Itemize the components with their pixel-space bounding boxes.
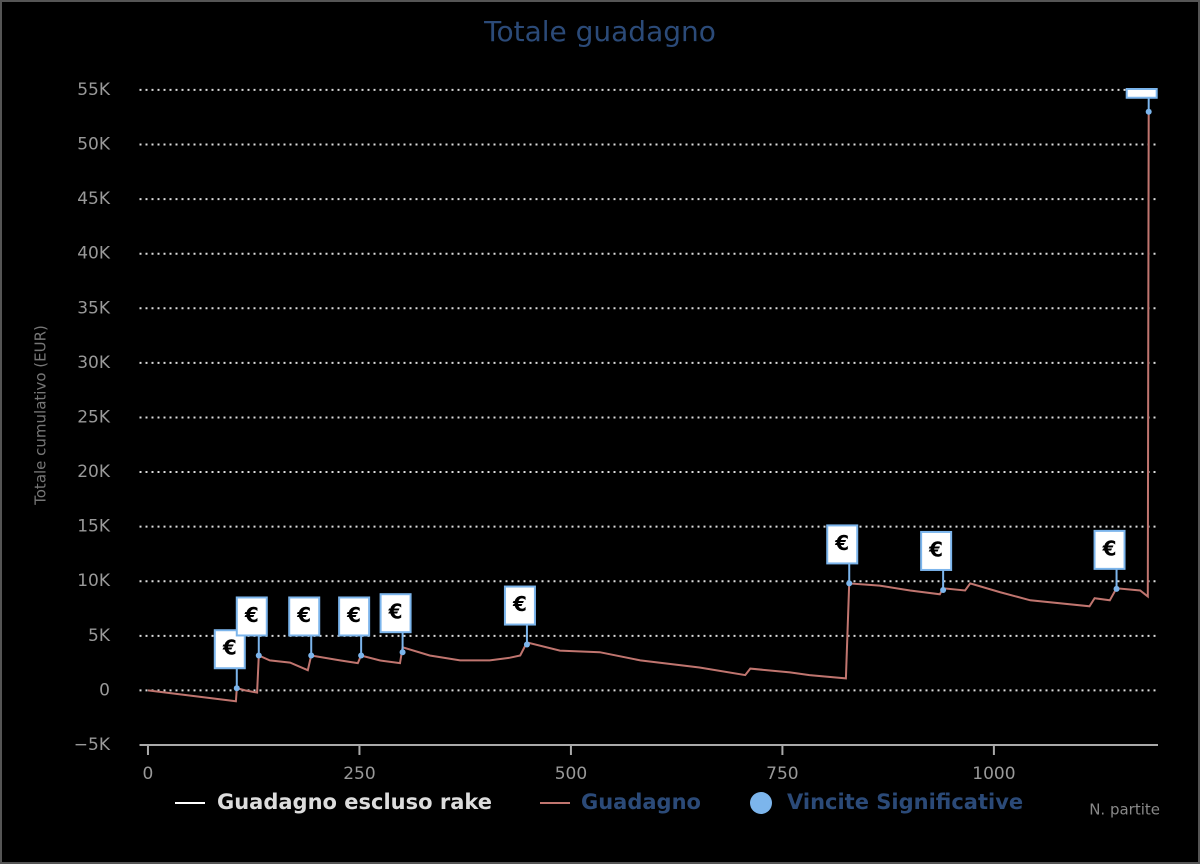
flag-text: € — [1102, 536, 1117, 560]
significant-win[interactable] — [1145, 108, 1152, 115]
y-tick-label: 45K — [77, 189, 111, 209]
flag-text: € — [222, 636, 237, 660]
flag-box — [235, 596, 268, 637]
flag-box — [1125, 88, 1158, 99]
x-tick-label: 750 — [766, 764, 798, 784]
y-tick-label: −5K — [74, 735, 111, 755]
y-tick-label: 55K — [77, 80, 111, 100]
series-line — [147, 110, 1150, 703]
legend-label[interactable]: Guadagno — [581, 790, 701, 814]
significant-win[interactable] — [1113, 585, 1120, 592]
flag-box — [338, 596, 371, 637]
significant-win[interactable] — [940, 586, 947, 593]
y-tick-label: 5K — [88, 626, 111, 646]
x-tick-label: 250 — [343, 764, 375, 784]
x-tick-label: 0 — [143, 764, 154, 784]
chart-title: Totale guadagno — [483, 15, 716, 48]
y-tick-label: 10K — [77, 571, 111, 591]
flag-text: € — [834, 531, 849, 555]
y-tick-label: 0 — [99, 680, 110, 700]
x-tick-label: 500 — [555, 764, 587, 784]
y-tick-label: 35K — [77, 298, 111, 318]
y-tick-label: 40K — [77, 244, 111, 264]
significant-win[interactable] — [846, 580, 853, 587]
y-tick-label: 20K — [77, 462, 111, 482]
flag-text: € — [244, 603, 259, 627]
flag-box — [920, 530, 953, 571]
flag-text: € — [296, 603, 311, 627]
flag-text: € — [512, 592, 527, 616]
flag-box — [288, 596, 321, 637]
y-axis-title: Totale cumulativo (EUR) — [32, 325, 50, 506]
significant-win[interactable] — [233, 685, 240, 692]
legend-swatch — [750, 792, 772, 814]
flag-text: € — [346, 603, 361, 627]
y-tick-label: 30K — [77, 353, 111, 373]
flag-box — [1093, 529, 1126, 570]
y-tick-label: 50K — [77, 135, 111, 155]
flag-text: € — [388, 600, 403, 624]
flag-text: € — [928, 537, 943, 561]
y-tick-label: 15K — [77, 517, 111, 537]
flag-box — [379, 593, 412, 634]
flag-box — [503, 585, 536, 626]
x-tick-label: 1000 — [972, 764, 1015, 784]
significant-win[interactable] — [255, 652, 262, 659]
legend-label[interactable]: Guadagno escluso rake — [217, 790, 492, 814]
significant-win[interactable] — [523, 641, 530, 648]
significant-win[interactable] — [308, 652, 315, 659]
x-axis-title: N. partite — [1089, 801, 1160, 819]
legend-label[interactable]: Vincite Significative — [787, 790, 1023, 814]
significant-win[interactable] — [358, 652, 365, 659]
significant-win[interactable] — [399, 649, 406, 656]
flag-box — [826, 524, 859, 565]
flag-box — [213, 629, 246, 670]
y-tick-label: 25K — [77, 407, 111, 427]
